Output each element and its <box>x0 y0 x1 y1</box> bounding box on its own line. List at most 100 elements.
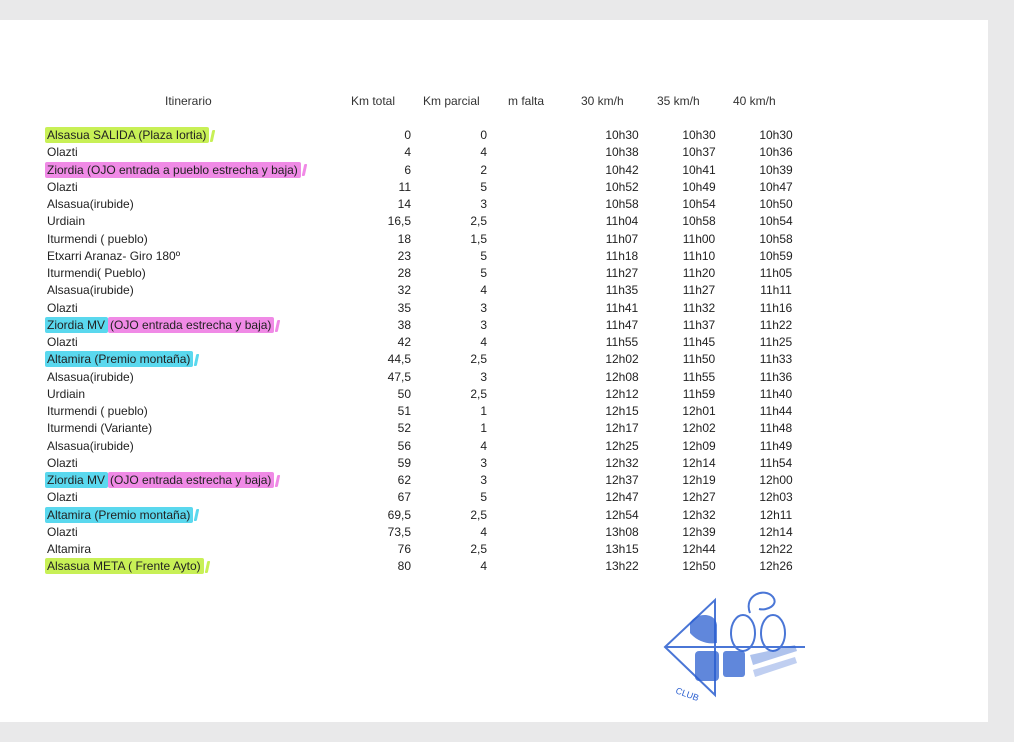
km-total: 35 <box>397 300 411 315</box>
itinerary-text: Altamira (Premio montaña) <box>45 351 194 368</box>
km-total: 50 <box>397 386 411 401</box>
time-30kmh: 12h47 <box>605 490 639 505</box>
table-row: Urdiain 50 2,5 12h12 11h59 11h40 <box>0 386 988 403</box>
itinerary-point: Olazti <box>45 524 81 541</box>
km-parcial: 5 <box>480 266 487 280</box>
time-40kmh: 12h00 <box>759 473 793 487</box>
time-35kmh: 11h00 <box>682 231 716 246</box>
time-35kmh: 12h27 <box>682 490 716 505</box>
time-40kmh: 11h36 <box>759 369 793 384</box>
itinerary-point: Urdiain <box>45 213 88 230</box>
itinerary-point: Iturmendi( Pueblo) <box>45 265 149 282</box>
km-parcial: 4 <box>480 145 487 160</box>
itinerary-point: Urdiain <box>45 386 88 403</box>
highlighter-mark <box>301 164 308 177</box>
time-30kmh: 10h42 <box>605 162 639 177</box>
time-30kmh: 12h54 <box>605 507 639 522</box>
time-40kmh: 10h50 <box>759 197 793 211</box>
itinerary-point: Alsasua(irubide) <box>45 369 137 386</box>
table-row: Iturmendi ( pueblo) 51 1 12h15 12h01 11h44 <box>0 403 988 420</box>
time-35kmh: 11h45 <box>682 335 716 349</box>
km-total: 38 <box>397 317 411 332</box>
highlighter-mark <box>204 561 210 574</box>
itinerary-text: Alsasua SALIDA (Plaza Iortia) <box>45 127 210 143</box>
itinerary-point: Iturmendi ( pueblo) <box>45 403 151 420</box>
table-row: Ziordia MV (OJO entrada estrecha y baja) 3… <box>0 316 988 334</box>
time-40kmh: 11h25 <box>759 335 793 349</box>
km-total: 23 <box>397 248 411 263</box>
time-40kmh: 11h11 <box>760 283 792 298</box>
time-40kmh: 10h47 <box>759 179 793 194</box>
km-total: 62 <box>397 473 411 487</box>
time-30kmh: 13h15 <box>605 542 639 556</box>
time-30kmh: 10h58 <box>605 197 639 211</box>
itinerary-point: Etxarri Aranaz- Giro 180º <box>45 248 183 265</box>
itinerary-text: Olazti <box>47 455 78 470</box>
km-total: 67 <box>397 490 411 505</box>
km-total: 59 <box>397 455 411 470</box>
highlighter-mark <box>275 319 281 332</box>
table-row: Urdiain 16,5 2,5 11h04 10h58 10h54 <box>0 213 988 230</box>
time-40kmh: 11h05 <box>759 266 793 280</box>
itinerary-text: Urdiain <box>47 214 86 229</box>
table-row: Alsasua(irubide) 56 4 12h25 12h09 11h49 <box>0 438 988 455</box>
itinerary-point: Ziordia MV (OJO entrada estrecha y baja) <box>45 472 281 489</box>
time-35kmh: 12h44 <box>682 542 716 556</box>
km-total: 6 <box>404 162 411 177</box>
itinerary-text: Olazti <box>47 179 78 194</box>
km-parcial: 4 <box>480 559 487 574</box>
km-total: 4 <box>404 145 411 160</box>
km-parcial: 2,5 <box>470 352 487 367</box>
time-30kmh: 10h52 <box>605 179 639 194</box>
itinerary-text: Olazti <box>47 300 78 315</box>
km-parcial: 3 <box>480 455 487 470</box>
table-row: Alsasua META ( Frente Ayto) 80 4 13h22 12h50… <box>0 558 988 575</box>
time-40kmh: 10h54 <box>759 214 793 229</box>
itinerary-point: Alsasua META ( Frente Ayto) <box>45 558 210 575</box>
time-40kmh: 10h58 <box>759 231 793 246</box>
time-35kmh: 11h32 <box>682 300 716 315</box>
itinerary-text: Ziordia MV <box>45 472 109 488</box>
time-35kmh: 10h41 <box>682 162 716 177</box>
time-30kmh: 11h27 <box>605 266 639 280</box>
km-parcial: 3 <box>480 197 487 211</box>
km-total: 73,5 <box>387 524 411 539</box>
time-35kmh: 11h50 <box>682 352 716 367</box>
time-30kmh: 11h18 <box>605 248 639 263</box>
time-30kmh: 12h37 <box>605 473 639 487</box>
table-row: Olazti 42 4 11h55 11h45 11h25 <box>0 334 988 351</box>
time-30kmh: 11h07 <box>605 231 639 246</box>
itinerary-point: Olazti <box>45 489 81 506</box>
km-total: 16,5 <box>387 214 411 229</box>
itinerary-text: Olazti <box>47 145 78 160</box>
itinerary-point: Ziordia MV (OJO entrada estrecha y baja) <box>45 316 281 334</box>
time-35kmh: 12h01 <box>682 404 716 418</box>
time-40kmh: 11h22 <box>759 317 793 332</box>
time-30kmh: 10h38 <box>605 145 639 160</box>
table-row: Iturmendi( Pueblo) 28 5 11h27 11h20 11h05 <box>0 265 988 282</box>
time-30kmh: 12h17 <box>605 421 639 436</box>
highlighter-mark <box>210 129 216 142</box>
km-total: 51 <box>397 404 411 418</box>
itinerary-point: Altamira (Premio montaña) <box>45 506 200 524</box>
time-35kmh: 11h59 <box>682 386 716 401</box>
itinerary-text: Altamira <box>47 542 92 556</box>
itinerary-text: Olazti <box>47 335 78 349</box>
time-35kmh: 11h27 <box>682 283 716 298</box>
table-row: Olazti 11 5 10h52 10h49 10h47 <box>0 179 988 196</box>
highlighter-mark <box>275 474 281 487</box>
itinerary-text: Altamira (Premio montaña) <box>45 506 194 523</box>
table-row: Altamira (Premio montaña) 44,5 2,5 12h02 11h… <box>0 351 988 368</box>
time-35kmh: 12h02 <box>682 421 716 436</box>
itinerary-text: Ziordia (OJO entrada a pueblo estrecha y… <box>45 161 301 178</box>
time-30kmh: 12h15 <box>605 404 639 418</box>
time-30kmh: 12h32 <box>605 455 639 470</box>
table-row: Alsasua(irubide) 47,5 3 12h08 11h55 11h36 <box>0 369 988 386</box>
itinerary-point: Iturmendi ( pueblo) <box>45 231 151 248</box>
table-row: Olazti 67 5 12h47 12h27 12h03 <box>0 489 988 506</box>
time-35kmh: 11h10 <box>682 248 716 263</box>
km-parcial: 3 <box>480 317 487 332</box>
time-30kmh: 12h25 <box>605 438 639 453</box>
stamp-club-text: CLUB <box>674 685 700 703</box>
km-parcial: 3 <box>480 300 487 315</box>
